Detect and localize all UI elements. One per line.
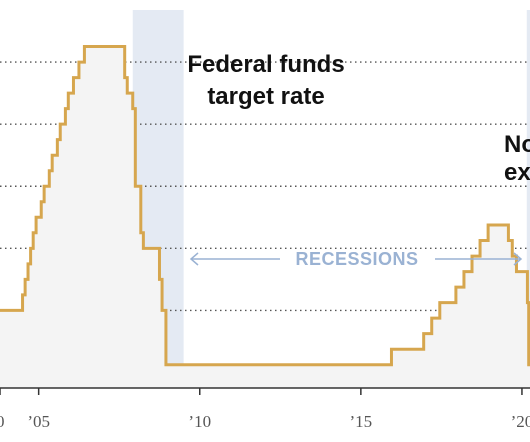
recessions-arrow-right-head [513, 252, 523, 266]
series-label-line-2: target rate [207, 83, 324, 110]
recession-band-2 [526, 10, 530, 388]
series-label-line-1: Federal funds [187, 51, 344, 78]
x-axis-ticks: 0 ’05 ’10 ’15 ’20 [0, 388, 530, 431]
x-tick-label-3: ’10 [188, 412, 211, 431]
recessions-arrow-left-head [189, 252, 199, 266]
cut-off-label-line-1: No [504, 131, 530, 158]
x-tick-label-5: ’20 [511, 412, 530, 431]
x-tick-label-4: ’15 [350, 412, 373, 431]
x-tick-label-1: 0 [0, 412, 5, 431]
rate-area [0, 46, 530, 388]
fed-funds-rate-line [0, 45, 530, 367]
recessions-label: RECESSIONS [295, 249, 418, 269]
cut-off-label-line-2: ex [504, 159, 530, 186]
recessions-annotation: RECESSIONS [189, 249, 523, 269]
x-tick-label-2: ’05 [27, 412, 50, 431]
gridlines [0, 61, 530, 312]
